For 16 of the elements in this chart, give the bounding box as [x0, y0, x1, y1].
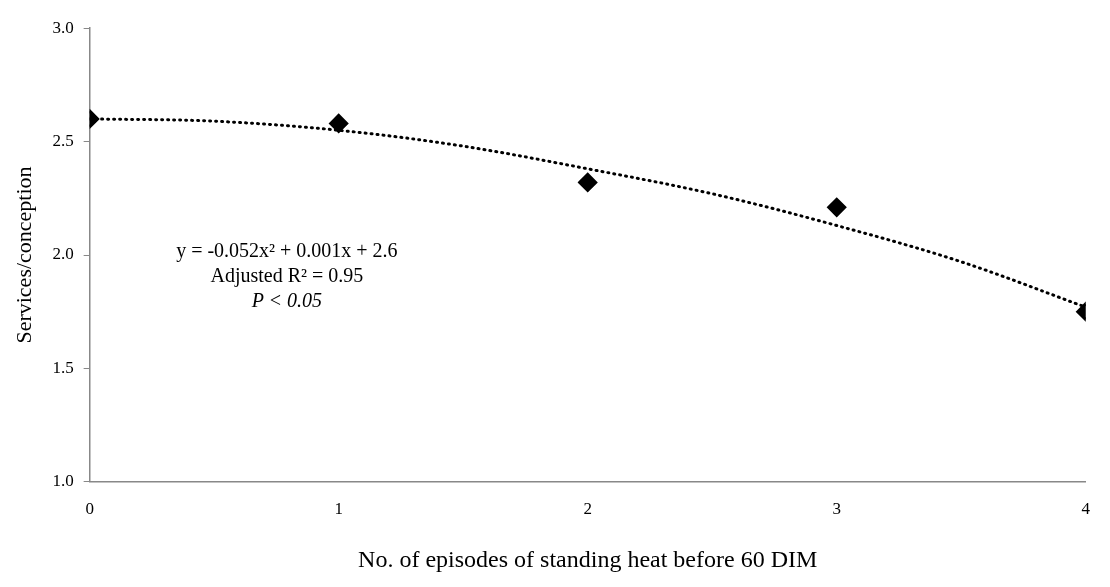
x-tick-label: 3	[832, 499, 841, 519]
x-tick-label: 4	[1081, 499, 1091, 519]
x-tick-label: 1	[334, 499, 343, 519]
x-axis-title: No. of episodes of standing heat before 60 DIM	[358, 545, 818, 572]
annotation: P < 0.05	[250, 289, 323, 312]
annotation: y = -0.052x² + 0.001x + 2.6	[176, 239, 398, 263]
y-axis-title: Services/conception	[10, 166, 36, 344]
y-tick-label: 1.0	[52, 471, 74, 491]
y-tick-label: 2.0	[52, 244, 74, 264]
annotation: Adjusted R² = 0.95	[210, 264, 364, 288]
y-tick-label: 1.5	[52, 357, 74, 377]
point	[578, 172, 598, 192]
y-tick-label: 2.5	[52, 131, 74, 151]
x-tick-label: 2	[583, 499, 592, 519]
y-tick-label: 3.0	[52, 17, 74, 37]
x-tick-label: 0	[85, 499, 94, 519]
